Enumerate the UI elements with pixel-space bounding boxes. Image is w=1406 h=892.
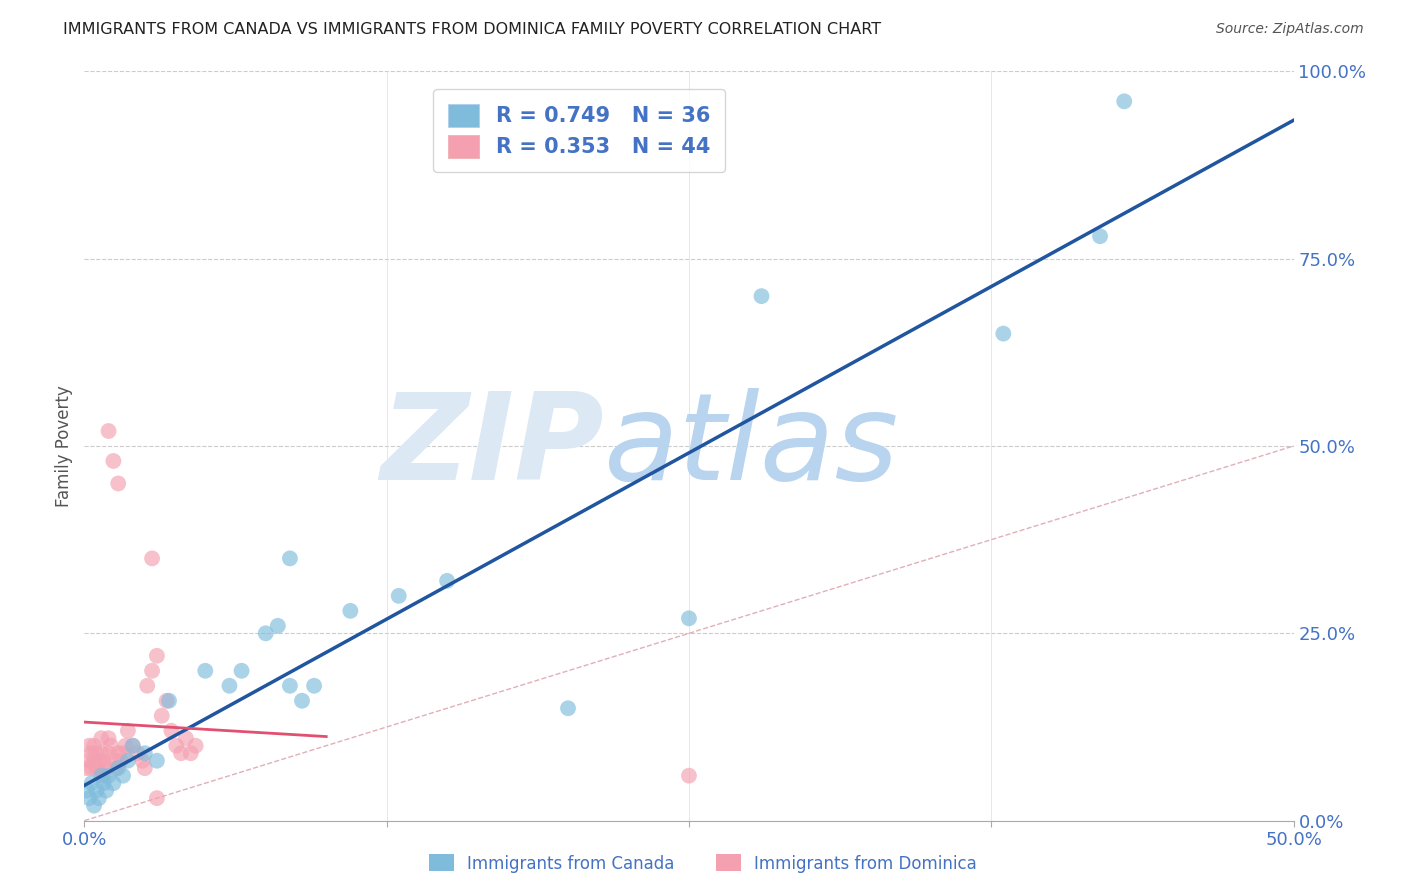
Legend: Immigrants from Canada, Immigrants from Dominica: Immigrants from Canada, Immigrants from … <box>422 847 984 880</box>
Point <box>97 424 120 438</box>
Point <box>110 754 132 768</box>
Point <box>77 739 100 753</box>
Point <box>134 761 156 775</box>
Point <box>117 754 139 768</box>
Point <box>146 754 169 768</box>
Point <box>127 746 149 760</box>
Point <box>141 664 163 678</box>
Point <box>117 723 139 738</box>
Point <box>93 754 115 768</box>
Point <box>83 754 105 768</box>
Point <box>184 739 207 753</box>
Point <box>278 679 301 693</box>
Point <box>87 791 110 805</box>
Point <box>291 694 314 708</box>
Point <box>114 739 136 753</box>
Point <box>86 783 108 797</box>
Point <box>97 746 120 760</box>
Point <box>103 776 125 790</box>
Point <box>100 739 122 753</box>
Point <box>104 761 127 775</box>
Point <box>77 791 100 805</box>
Point <box>388 589 411 603</box>
Point <box>339 604 361 618</box>
Point <box>751 289 773 303</box>
Point <box>302 679 325 693</box>
Text: Source: ZipAtlas.com: Source: ZipAtlas.com <box>1216 22 1364 37</box>
Point <box>146 791 169 805</box>
Legend: R = 0.749   N = 36, R = 0.353   N = 44: R = 0.749 N = 36, R = 0.353 N = 44 <box>433 89 725 172</box>
Point <box>86 746 108 760</box>
Point <box>170 746 193 760</box>
Point <box>80 776 103 790</box>
Point <box>97 769 120 783</box>
Point <box>436 574 458 588</box>
Point <box>1114 95 1136 109</box>
Point <box>76 761 98 775</box>
Text: atlas: atlas <box>605 387 900 505</box>
Point <box>131 754 153 768</box>
Point <box>165 739 187 753</box>
Point <box>76 783 98 797</box>
Point <box>136 679 159 693</box>
Point <box>160 723 183 738</box>
Point <box>107 746 129 760</box>
Point <box>121 739 143 753</box>
Point <box>86 761 108 775</box>
Point <box>83 739 105 753</box>
Point <box>97 731 120 746</box>
Point <box>90 769 112 783</box>
Point <box>557 701 579 715</box>
Point <box>80 761 103 775</box>
Point <box>141 551 163 566</box>
Point <box>146 648 169 663</box>
Point <box>107 476 129 491</box>
Point <box>103 754 125 768</box>
Point <box>107 761 129 775</box>
Point <box>678 769 700 783</box>
Point <box>231 664 253 678</box>
Y-axis label: Family Poverty: Family Poverty <box>55 385 73 507</box>
Point <box>77 754 100 768</box>
Point <box>112 746 135 760</box>
Point <box>218 679 240 693</box>
Point <box>94 761 117 775</box>
Point <box>278 551 301 566</box>
Point <box>90 731 112 746</box>
Point <box>103 454 125 468</box>
Point <box>157 694 180 708</box>
Point <box>112 769 135 783</box>
Point <box>90 746 112 760</box>
Text: ZIP: ZIP <box>381 387 605 505</box>
Point <box>678 611 700 625</box>
Point <box>83 798 105 813</box>
Point <box>94 783 117 797</box>
Point <box>993 326 1015 341</box>
Point <box>180 746 202 760</box>
Point <box>267 619 290 633</box>
Point <box>87 761 110 775</box>
Point <box>150 708 173 723</box>
Point <box>80 746 103 760</box>
Text: IMMIGRANTS FROM CANADA VS IMMIGRANTS FROM DOMINICA FAMILY POVERTY CORRELATION CH: IMMIGRANTS FROM CANADA VS IMMIGRANTS FRO… <box>63 22 882 37</box>
Point <box>254 626 277 640</box>
Point <box>134 746 156 760</box>
Point <box>121 739 143 753</box>
Point <box>174 731 197 746</box>
Point <box>93 776 115 790</box>
Point <box>194 664 217 678</box>
Point <box>155 694 177 708</box>
Point <box>93 769 115 783</box>
Point <box>1088 229 1111 244</box>
Point <box>87 754 110 768</box>
